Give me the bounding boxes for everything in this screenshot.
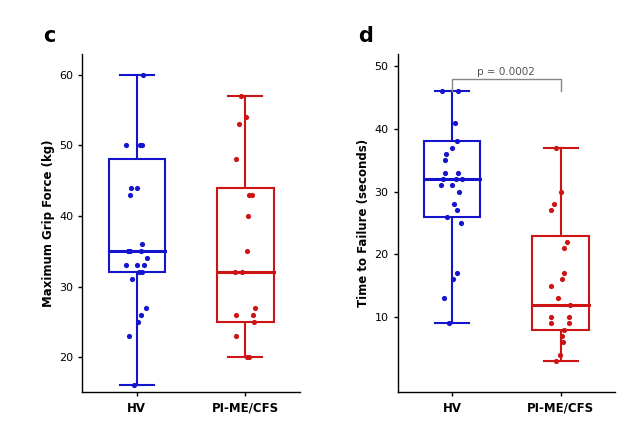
Point [243, 212, 254, 219]
Point [453, 87, 463, 95]
Text: p = 0.0002: p = 0.0002 [477, 67, 535, 77]
Text: c: c [43, 26, 56, 46]
Point [138, 262, 148, 269]
Point [136, 269, 146, 276]
Point [249, 318, 259, 326]
Point [558, 339, 568, 346]
Point [129, 382, 139, 389]
Point [451, 207, 462, 214]
Point [557, 332, 567, 339]
Point [242, 248, 252, 255]
Point [242, 354, 252, 361]
Point [562, 238, 572, 245]
Bar [217, 188, 274, 322]
Point [137, 142, 147, 149]
Point [133, 318, 143, 326]
Point [551, 358, 561, 365]
Point [141, 304, 151, 311]
Point [549, 201, 559, 208]
Point [451, 175, 461, 182]
Point [244, 191, 254, 198]
Point [546, 314, 556, 321]
Point [450, 119, 460, 126]
Point [124, 248, 134, 255]
Point [241, 113, 251, 120]
Point [247, 191, 257, 198]
Point [545, 282, 555, 289]
Point [441, 150, 451, 157]
Point [559, 326, 569, 333]
Point [249, 311, 259, 318]
Point [444, 320, 455, 327]
Point [552, 295, 562, 302]
Point [557, 276, 567, 283]
Point [564, 320, 574, 327]
Point [546, 320, 556, 327]
Point [551, 144, 561, 151]
Bar [533, 235, 589, 330]
Point [559, 244, 569, 252]
Point [136, 248, 146, 255]
Point [546, 207, 556, 214]
Point [559, 270, 569, 277]
Point [136, 311, 146, 318]
Point [231, 332, 241, 339]
Point [138, 71, 148, 78]
Point [456, 175, 467, 182]
Point [250, 304, 260, 311]
Point [123, 248, 133, 255]
Point [134, 269, 145, 276]
Point [452, 138, 462, 145]
Point [447, 144, 457, 151]
Bar [424, 141, 480, 217]
Point [141, 255, 152, 262]
Point [456, 219, 466, 227]
Point [454, 188, 464, 195]
Point [237, 269, 247, 276]
Point [236, 92, 246, 99]
Point [234, 120, 244, 128]
Point [230, 269, 240, 276]
Y-axis label: Maximum Grip Force (kg): Maximum Grip Force (kg) [42, 139, 55, 307]
Point [125, 191, 135, 198]
Point [450, 201, 460, 208]
Point [436, 87, 446, 95]
Y-axis label: Time to Failure (seconds): Time to Failure (seconds) [358, 139, 370, 307]
Point [436, 182, 446, 189]
Point [126, 184, 136, 191]
Point [121, 262, 131, 269]
Point [132, 184, 142, 191]
Point [451, 270, 462, 277]
Point [438, 175, 448, 182]
Point [440, 169, 450, 176]
Point [447, 182, 457, 189]
Point [566, 301, 576, 308]
Point [134, 142, 145, 149]
Point [127, 276, 138, 283]
Point [138, 241, 148, 248]
Point [441, 157, 451, 164]
Point [231, 156, 241, 163]
Point [448, 276, 458, 283]
Point [121, 142, 131, 149]
Point [443, 213, 453, 220]
Point [453, 169, 463, 176]
Point [243, 354, 254, 361]
Point [439, 295, 450, 302]
Point [231, 311, 241, 318]
Point [555, 351, 566, 359]
Point [564, 314, 574, 321]
Point [132, 262, 142, 269]
Point [556, 188, 566, 195]
Point [124, 332, 134, 339]
Text: d: d [358, 26, 373, 46]
Bar [108, 160, 165, 273]
